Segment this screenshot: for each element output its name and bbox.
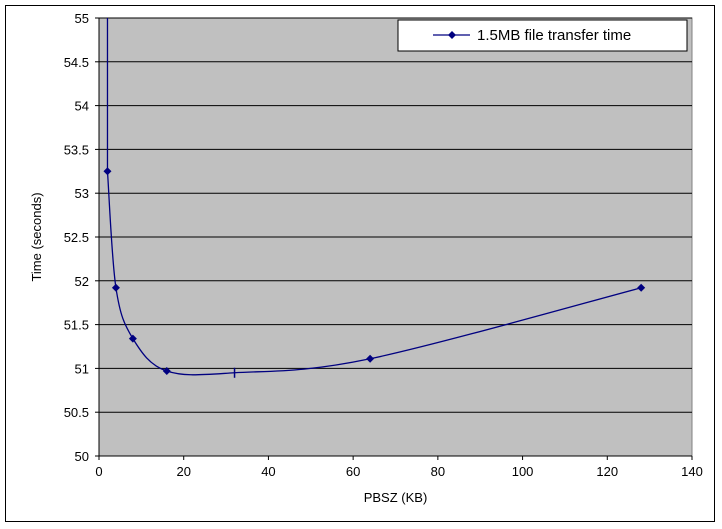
x-tick-label: 0 bbox=[95, 464, 102, 479]
y-tick-label: 50 bbox=[75, 449, 89, 464]
x-tick-label: 40 bbox=[261, 464, 275, 479]
y-tick-label: 53 bbox=[75, 186, 89, 201]
y-tick-label: 53.5 bbox=[64, 142, 89, 157]
y-tick-label: 50.5 bbox=[64, 405, 89, 420]
legend-marker bbox=[448, 31, 456, 39]
data-point-marker bbox=[111, 283, 120, 292]
data-point-marker bbox=[366, 354, 375, 363]
x-tick-label: 100 bbox=[512, 464, 534, 479]
axes bbox=[95, 17, 693, 460]
y-tick-label: 51 bbox=[75, 361, 89, 376]
x-tick-labels: 0 20 40 60 80 100 120 140 bbox=[95, 464, 702, 479]
y-tick-labels: 50 50.5 51 51.5 52 52.5 53 53.5 54 54.5 55 bbox=[64, 11, 89, 464]
y-tick-label: 54.5 bbox=[64, 55, 89, 70]
y-tick-label: 51.5 bbox=[64, 318, 89, 333]
data-point-marker bbox=[128, 334, 137, 343]
data-point-marker bbox=[162, 367, 171, 376]
y-tick-label: 55 bbox=[75, 11, 89, 26]
y-axis-title: Time (seconds) bbox=[29, 192, 44, 281]
legend-entry-label: 1.5MB file transfer time bbox=[477, 27, 631, 44]
x-tick-label: 140 bbox=[681, 464, 703, 479]
x-tick-label: 60 bbox=[346, 464, 360, 479]
data-point-marker bbox=[637, 283, 646, 292]
x-tick-label: 120 bbox=[596, 464, 618, 479]
x-tick-label: 80 bbox=[431, 464, 445, 479]
series-markers bbox=[103, 167, 646, 378]
gridlines bbox=[99, 17, 692, 457]
x-axis-title: PBSZ (KB) bbox=[364, 490, 428, 505]
y-tick-label: 54 bbox=[75, 99, 89, 114]
y-tick-label: 52.5 bbox=[64, 230, 89, 245]
legend: 1.5MB file transfer time bbox=[397, 19, 688, 52]
data-point-marker bbox=[103, 167, 112, 176]
x-tick-label: 20 bbox=[176, 464, 190, 479]
y-tick-label: 52 bbox=[75, 274, 89, 289]
